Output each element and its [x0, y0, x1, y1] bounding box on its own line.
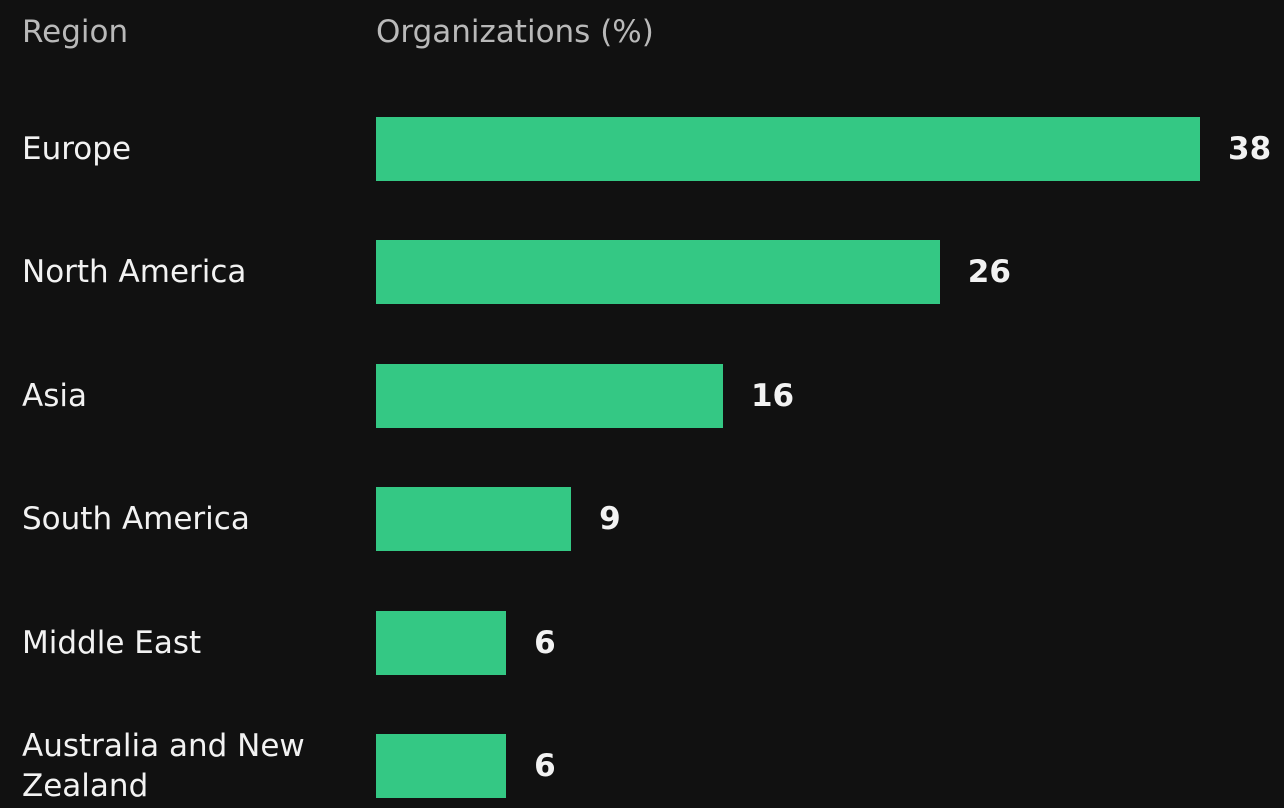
- data-label: 38: [1228, 131, 1272, 167]
- bar: [376, 240, 940, 305]
- category-label: Australia and New Zealand: [22, 728, 305, 804]
- category-label: Asia: [22, 377, 87, 414]
- data-label: 6: [534, 748, 556, 784]
- value-header: Organizations (%): [376, 14, 654, 50]
- data-label: 26: [967, 254, 1011, 291]
- data-label: 9: [599, 501, 621, 538]
- category-label: North America: [22, 254, 247, 291]
- bar: [376, 734, 507, 798]
- bar: [376, 117, 1200, 181]
- bar: [376, 363, 723, 428]
- category-label: South America: [22, 501, 250, 538]
- category-header: Region: [22, 14, 129, 50]
- category-label: Europe: [22, 131, 132, 167]
- data-label: 6: [534, 624, 556, 661]
- bar: [376, 487, 572, 552]
- data-label: 16: [750, 377, 795, 414]
- category-label: Middle East: [22, 624, 202, 661]
- bar: [376, 610, 507, 675]
